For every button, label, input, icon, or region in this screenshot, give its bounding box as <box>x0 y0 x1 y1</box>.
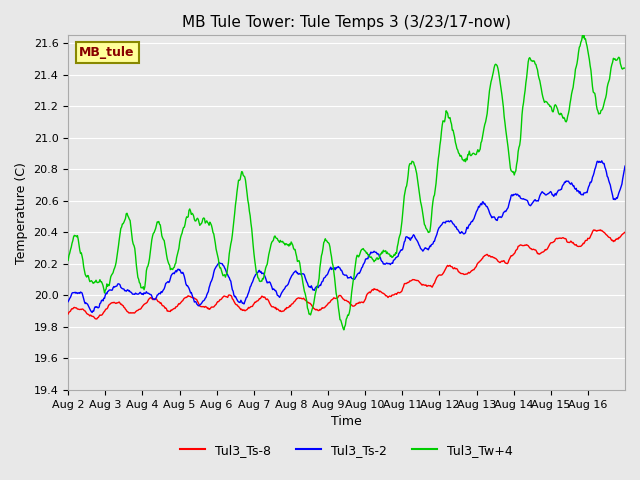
X-axis label: Time: Time <box>332 415 362 428</box>
Text: MB_tule: MB_tule <box>79 46 135 59</box>
Legend: Tul3_Ts-8, Tul3_Ts-2, Tul3_Tw+4: Tul3_Ts-8, Tul3_Ts-2, Tul3_Tw+4 <box>175 439 518 462</box>
Y-axis label: Temperature (C): Temperature (C) <box>15 162 28 264</box>
Title: MB Tule Tower: Tule Temps 3 (3/23/17-now): MB Tule Tower: Tule Temps 3 (3/23/17-now… <box>182 15 511 30</box>
